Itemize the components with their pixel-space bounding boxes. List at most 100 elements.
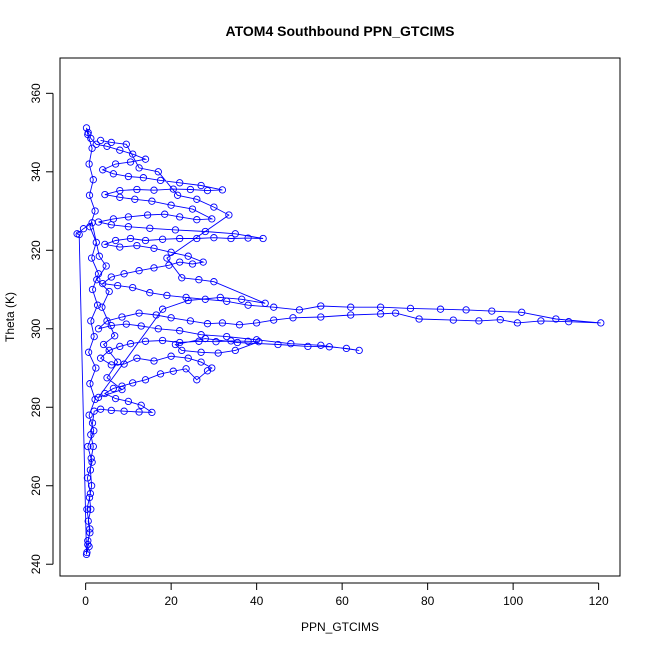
data-point	[105, 346, 113, 355]
x-axis-label: PPN_GTCIMS	[301, 620, 379, 634]
data-point	[84, 537, 92, 545]
series-line	[76, 127, 601, 555]
data-point	[218, 319, 227, 327]
data-point	[169, 367, 177, 375]
data-point	[462, 306, 470, 314]
data-point	[86, 489, 95, 498]
data-point	[231, 346, 239, 355]
data-point	[137, 322, 145, 330]
x-tick-label: 120	[589, 594, 609, 608]
data-point	[124, 223, 133, 231]
data-point	[178, 274, 186, 282]
data-point	[101, 389, 109, 398]
data-point	[214, 349, 222, 357]
data-point	[118, 385, 126, 394]
series-layer	[73, 124, 605, 559]
data-point	[82, 550, 91, 559]
data-point	[193, 216, 201, 224]
data-point	[129, 283, 137, 292]
data-point	[158, 235, 167, 243]
data-point	[79, 225, 88, 233]
data-point	[274, 340, 282, 349]
data-point	[261, 299, 269, 307]
data-point	[137, 401, 145, 409]
data-point	[317, 302, 325, 310]
data-point	[163, 254, 171, 262]
data-point	[126, 234, 135, 243]
data-point	[101, 240, 109, 249]
data-point	[203, 320, 212, 328]
data-point	[415, 315, 423, 323]
data-point	[171, 226, 180, 234]
data-point	[295, 306, 304, 314]
data-point	[84, 540, 92, 549]
data-point	[244, 234, 252, 242]
data-point	[90, 427, 98, 435]
data-point	[133, 354, 141, 362]
data-point	[103, 317, 111, 325]
data-point	[449, 316, 457, 324]
data-point	[99, 279, 107, 288]
data-point	[129, 150, 137, 158]
data-point	[96, 354, 105, 362]
data-point	[84, 442, 92, 451]
data-point	[87, 482, 96, 490]
data-point	[124, 397, 133, 406]
data-point	[83, 505, 91, 513]
data-point	[109, 384, 118, 393]
data-point	[133, 185, 141, 194]
data-point	[95, 252, 103, 260]
data-point	[89, 442, 97, 451]
data-point	[111, 332, 119, 340]
data-point	[99, 166, 107, 174]
data-point	[167, 248, 175, 256]
data-point	[167, 352, 175, 360]
data-point	[156, 370, 165, 378]
data-point	[135, 164, 143, 172]
data-point	[376, 303, 385, 311]
data-point	[116, 186, 124, 195]
data-point	[193, 376, 201, 384]
data-point	[122, 140, 130, 148]
data-point	[208, 364, 216, 372]
data-point	[107, 321, 115, 330]
data-point	[87, 505, 95, 513]
data-point	[101, 190, 109, 199]
data-point	[154, 325, 162, 333]
data-point	[135, 408, 143, 416]
data-point	[208, 215, 216, 223]
data-point	[103, 374, 111, 382]
data-point	[88, 419, 97, 427]
data-point	[107, 361, 115, 369]
data-point	[210, 278, 218, 286]
data-point	[244, 301, 252, 309]
data-point	[150, 357, 158, 365]
data-point	[116, 342, 124, 351]
data-point	[92, 364, 100, 372]
data-point	[150, 264, 158, 272]
data-point	[146, 224, 154, 232]
data-point	[150, 186, 158, 194]
data-point	[176, 338, 184, 347]
y-tick-label: 300	[29, 318, 43, 338]
data-point	[103, 142, 111, 150]
data-point	[94, 325, 103, 333]
data-point	[98, 303, 106, 311]
data-point	[85, 160, 93, 168]
data-point	[210, 234, 218, 242]
data-point	[304, 342, 312, 351]
data-point	[355, 346, 363, 355]
data-point	[124, 213, 133, 221]
data-point	[201, 295, 209, 303]
data-point	[107, 138, 115, 147]
data-point	[186, 185, 195, 194]
data-point	[167, 201, 175, 209]
data-point	[186, 317, 195, 325]
y-axis-label: Theta (K)	[3, 292, 17, 342]
data-point	[552, 315, 560, 323]
data-point	[176, 179, 184, 187]
data-point	[188, 260, 197, 268]
data-point	[86, 223, 94, 231]
x-axis: 0 20 40 60 80 100 120	[82, 582, 609, 608]
data-point	[216, 293, 224, 302]
